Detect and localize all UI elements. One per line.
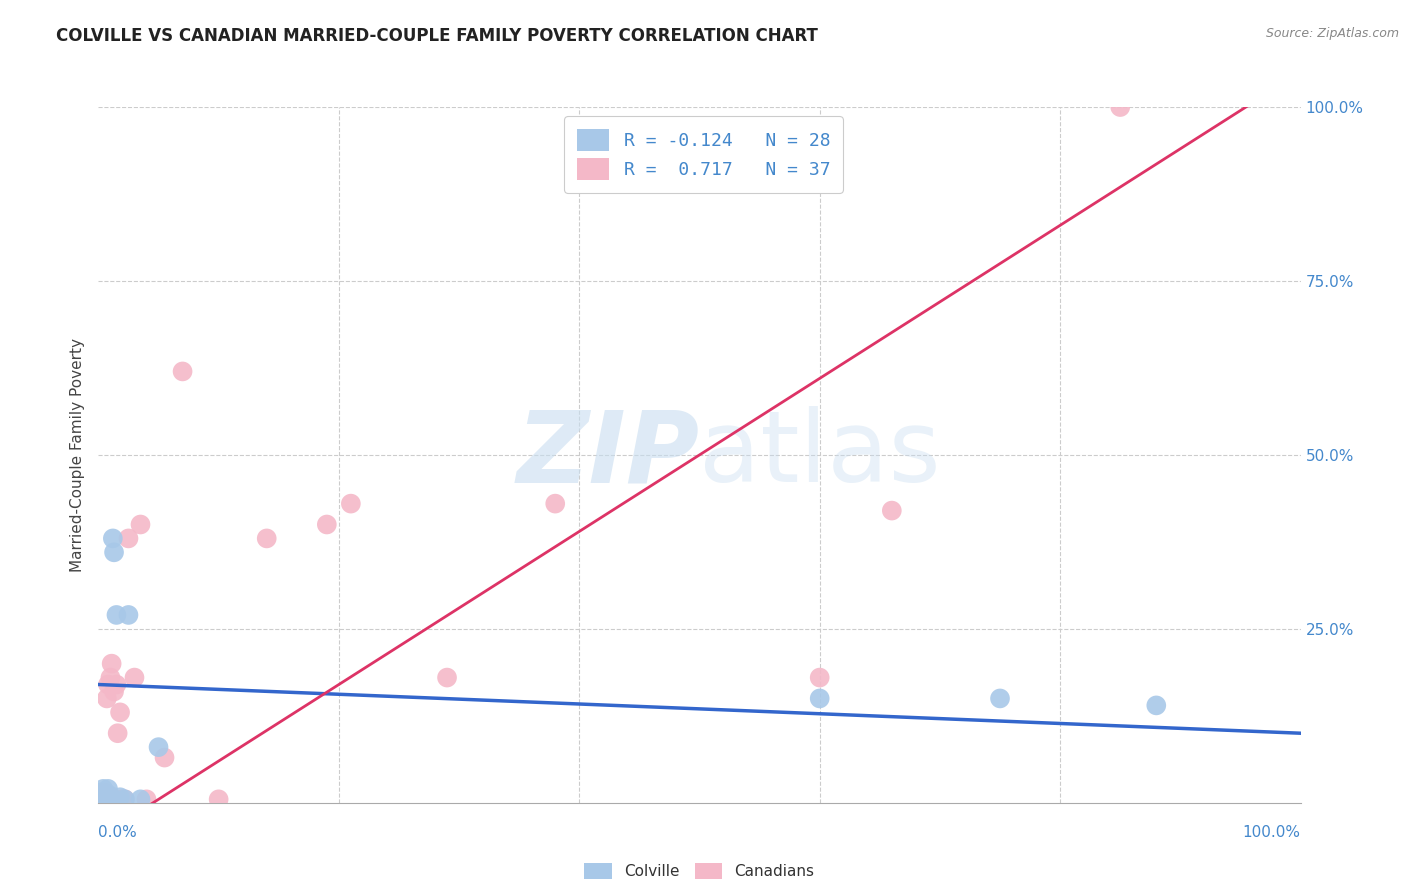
Y-axis label: Married-Couple Family Poverty: Married-Couple Family Poverty [69,338,84,572]
Point [105,677,128,691]
Legend: Colville, Canadians: Colville, Canadians [578,856,821,886]
Point [97,677,120,691]
Point [117,607,139,622]
Point [98,789,121,803]
Point [153,750,176,764]
Point [100,671,122,685]
Point [880,503,903,517]
Point [96,792,118,806]
Point [100,792,122,806]
Text: ZIP: ZIP [516,407,699,503]
Point [340,497,363,511]
Point [148,740,170,755]
Point [94,789,117,803]
Point [111,792,134,806]
Point [129,517,152,532]
Point [256,532,278,546]
Point [90,789,112,803]
Point [808,671,831,685]
Point [108,706,131,720]
Point [436,671,458,685]
Point [90,789,112,803]
Point [100,789,122,803]
Point [96,789,118,803]
Text: 0.0%: 0.0% [98,825,138,840]
Point [91,789,114,803]
Point [89,792,111,806]
Point [315,517,337,532]
Point [544,497,567,511]
Point [208,792,231,806]
Point [96,691,118,706]
Point [1109,100,1132,114]
Point [124,671,146,685]
Text: 100.0%: 100.0% [1243,825,1301,840]
Point [91,792,114,806]
Point [107,726,129,740]
Point [94,785,117,799]
Point [100,657,122,671]
Point [101,792,124,806]
Point [93,785,115,799]
Point [94,792,117,806]
Point [93,785,115,799]
Point [135,792,157,806]
Point [98,792,121,806]
Point [1144,698,1167,713]
Point [91,792,114,806]
Point [103,545,125,559]
Point [96,792,118,806]
Point [129,792,152,806]
Point [101,532,124,546]
Point [93,792,115,806]
Point [172,364,194,378]
Point [103,684,125,698]
Point [988,691,1011,706]
Point [114,792,136,806]
Point [97,792,120,806]
Point [114,792,136,806]
Point [808,691,831,706]
Point [93,792,115,806]
Point [117,532,139,546]
Point [90,785,112,799]
Point [89,792,111,806]
Point [100,792,122,806]
Point [91,781,114,796]
Point [97,781,120,796]
Point [104,792,127,806]
Point [105,607,128,622]
Point [91,789,114,803]
Text: Source: ZipAtlas.com: Source: ZipAtlas.com [1265,27,1399,40]
Text: COLVILLE VS CANADIAN MARRIED-COUPLE FAMILY POVERTY CORRELATION CHART: COLVILLE VS CANADIAN MARRIED-COUPLE FAMI… [56,27,818,45]
Text: atlas: atlas [699,407,941,503]
Point [108,790,131,805]
